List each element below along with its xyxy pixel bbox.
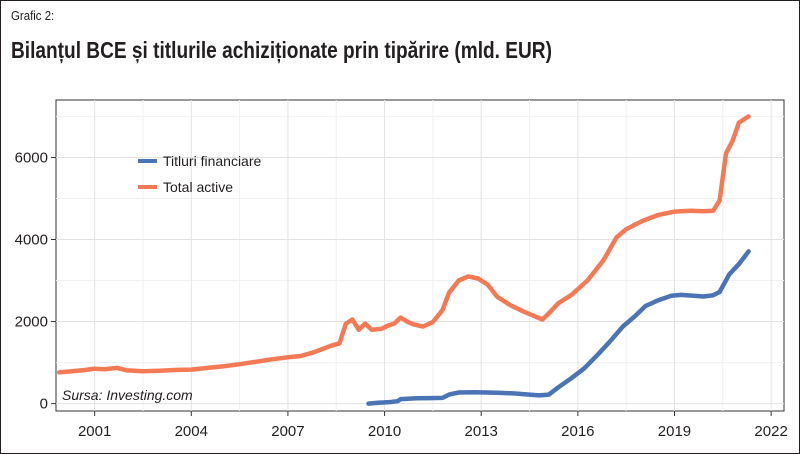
legend-label-total-active: Total active [163, 179, 233, 195]
grid-lines [56, 100, 784, 411]
x-tick-label: 2007 [271, 423, 304, 440]
y-tick-label: 0 [40, 396, 48, 413]
chart-title: Bilanțul BCE și titlurile achiziționate … [11, 37, 552, 63]
x-tick-label: 2022 [754, 423, 787, 440]
x-tick-label: 2010 [368, 423, 401, 440]
x-tick-label: 2016 [561, 423, 594, 440]
figure-label: Grafic 2: [11, 8, 55, 23]
series-line-titluri-financiare [366, 249, 751, 406]
legend: Titluri financiare Total active [138, 153, 262, 195]
series-lines [56, 114, 751, 406]
x-tick-label: 2004 [175, 423, 208, 440]
series-line-total-active [56, 114, 751, 375]
y-tick-label: 6000 [15, 149, 48, 166]
x-tick-label: 2013 [465, 423, 498, 440]
x-tick-label: 2019 [658, 423, 691, 440]
source-note: Sursa: Investing.com [62, 387, 193, 403]
plot-panel [55, 99, 785, 412]
legend-label-titluri: Titluri financiare [163, 153, 262, 169]
x-tick-label: 2001 [78, 423, 111, 440]
y-tick-label: 4000 [15, 231, 48, 248]
y-tick-label: 2000 [15, 314, 48, 331]
axes: 2001 2004 2007 2010 2013 2016 2019 2022 0 2000 400… [15, 149, 788, 440]
